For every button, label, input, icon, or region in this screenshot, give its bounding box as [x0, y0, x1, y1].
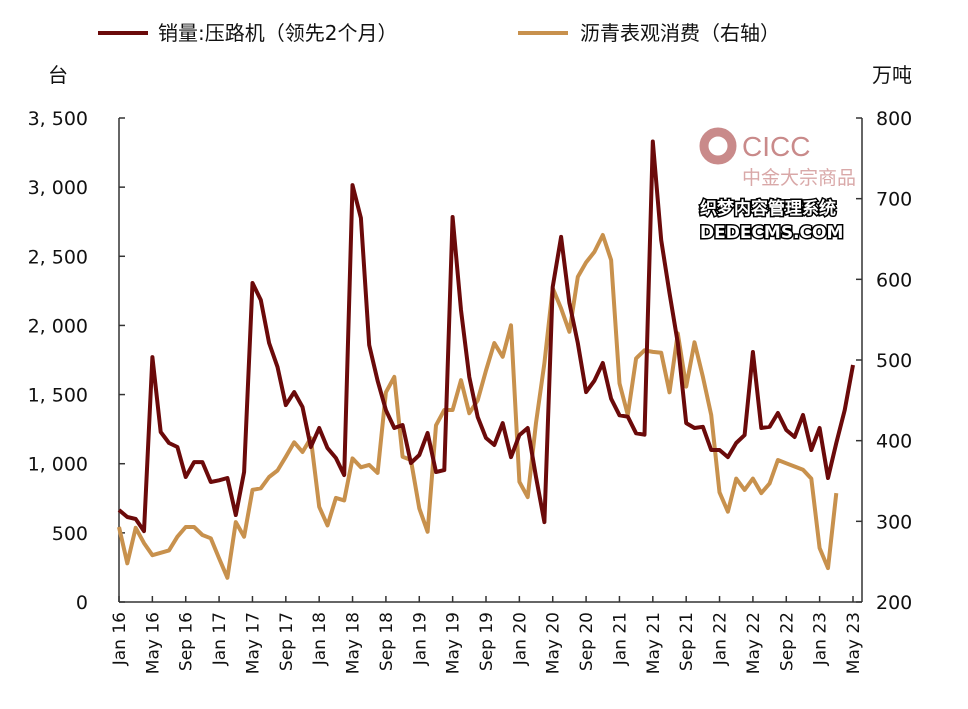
x-tick-label: Jan 19 — [410, 612, 430, 666]
x-tick-label: Jan 18 — [310, 612, 330, 666]
legend-label-asphalt: 沥青表观消费（右轴） — [580, 21, 780, 45]
watermark-sub-text: 中金大宗商品 — [742, 167, 856, 189]
right-tick-label: 200 — [876, 592, 912, 614]
left-tick-label: 500 — [52, 523, 88, 545]
x-tick-label: Sep 16 — [177, 612, 197, 671]
right-tick-label: 300 — [876, 511, 912, 533]
right-axis-unit: 万吨 — [872, 63, 912, 87]
watermark-logo-text: CICC — [742, 131, 810, 162]
legend-label-sales: 销量:压路机（领先2个月） — [158, 21, 397, 45]
x-tick-label: Sep 18 — [377, 612, 397, 671]
x-tick-label: May 22 — [744, 612, 764, 674]
right-tick-label: 500 — [876, 350, 912, 372]
left-tick-label: 0 — [76, 592, 88, 614]
x-tick-label: May 21 — [644, 612, 664, 674]
left-tick-label: 1, 500 — [28, 385, 88, 407]
x-tick-label: Jan 20 — [510, 612, 530, 666]
x-tick-label: May 19 — [444, 612, 464, 674]
x-tick-label: Sep 19 — [477, 612, 497, 671]
axes: 0 500 1, 000 1, 500 2, 000 2, 500 3, 000 3, 500… — [28, 108, 913, 674]
x-tick-label: Sep 22 — [777, 612, 797, 671]
x-tick-label: May 23 — [844, 612, 864, 674]
left-tick-label: 1, 000 — [28, 454, 88, 476]
left-tick-label: 3, 000 — [28, 177, 88, 199]
x-tick-label: May 16 — [143, 612, 163, 674]
watermark-site-cn: 织梦内容管理系统 — [700, 198, 836, 219]
x-tick-label: May 17 — [243, 612, 263, 674]
x-tick-label: Jan 22 — [711, 612, 731, 666]
x-tick-label: Sep 17 — [277, 612, 297, 671]
left-tick-label: 3, 500 — [28, 108, 88, 130]
left-tick-label: 2, 500 — [28, 246, 88, 268]
left-tick-label: 2, 000 — [28, 315, 88, 337]
x-tick-label: Jan 16 — [110, 612, 130, 666]
series-line-asphalt — [117, 233, 839, 580]
x-tick-label: May 20 — [544, 612, 564, 674]
cicc-logo-icon — [699, 127, 737, 165]
x-tick-label: May 18 — [344, 612, 364, 674]
legend: 销量:压路机（领先2个月） 沥青表观消费（右轴） — [98, 21, 780, 45]
right-tick-label: 400 — [876, 431, 912, 453]
right-tick-label: 800 — [876, 108, 912, 130]
left-axis-unit: 台 — [48, 63, 68, 87]
x-tick-label: Jan 23 — [811, 612, 831, 666]
watermark: CICC 中金大宗商品 织梦内容管理系统 DEDECMS.COM — [699, 127, 856, 245]
x-tick-label: Jan 17 — [210, 612, 230, 666]
right-tick-label: 700 — [876, 189, 912, 211]
x-tick-label: Jan 21 — [610, 612, 630, 666]
watermark-site-en: DEDECMS.COM — [700, 223, 843, 243]
x-tick-label: Sep 21 — [677, 612, 697, 671]
series-lines — [117, 139, 855, 580]
x-tick-label: Sep 20 — [577, 612, 597, 671]
right-tick-label: 600 — [876, 269, 912, 291]
